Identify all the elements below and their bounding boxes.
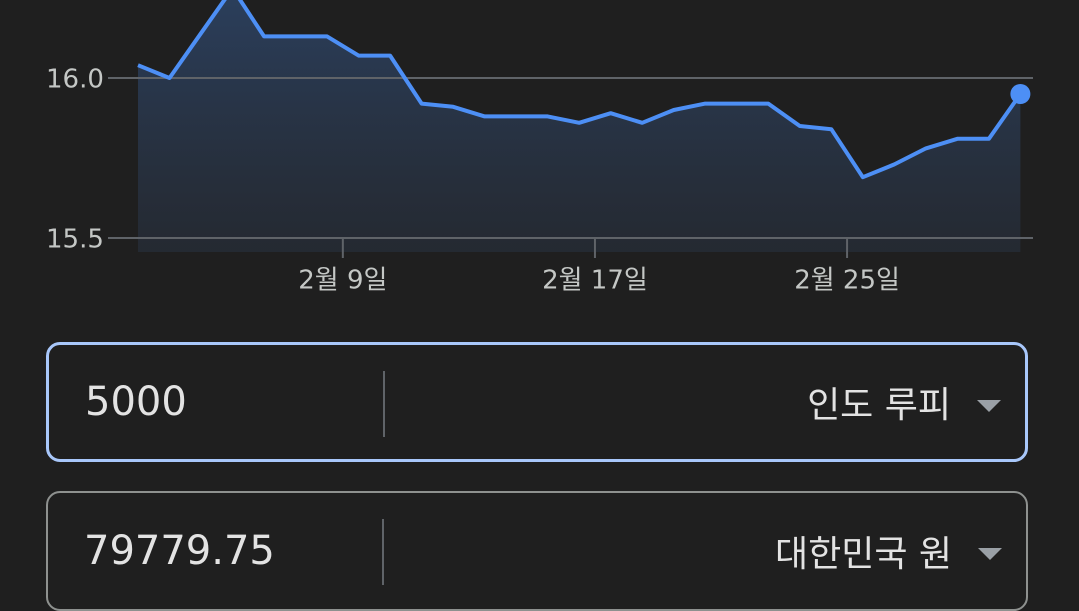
last-point: [1010, 84, 1031, 104]
area-fill: [138, 0, 1021, 252]
line: [137, 0, 1023, 180]
to-field[interactable]: 79779.75 대한민국 원: [46, 491, 1028, 611]
from-currency[interactable]: 인도 루피: [807, 385, 951, 426]
y-tick-label: 16.0: [46, 65, 104, 95]
divider: [383, 371, 385, 437]
from-field[interactable]: 5000 인도 루피: [46, 342, 1028, 462]
x-tick-label: 2월 9일: [298, 266, 387, 296]
x-tick-label: 2월 25일: [794, 266, 900, 296]
dropdown-arrow[interactable]: [977, 400, 1001, 412]
chart: 15.5 16.0 2월 9일 2월 17일 2월 25일: [46, 0, 1033, 296]
x-tick-label: 2월 17일: [542, 266, 648, 296]
dropdown-arrow[interactable]: [978, 548, 1002, 560]
divider: [382, 519, 384, 585]
to-currency[interactable]: 대한민국 원: [774, 534, 952, 575]
y-tick-label: 15.5: [46, 225, 104, 255]
to-amount[interactable]: 79779.75: [84, 528, 275, 574]
from-amount[interactable]: 5000: [85, 379, 187, 425]
page: {"chart_data": {"type": "line", "x": [2.…: [46, 0, 1033, 611]
